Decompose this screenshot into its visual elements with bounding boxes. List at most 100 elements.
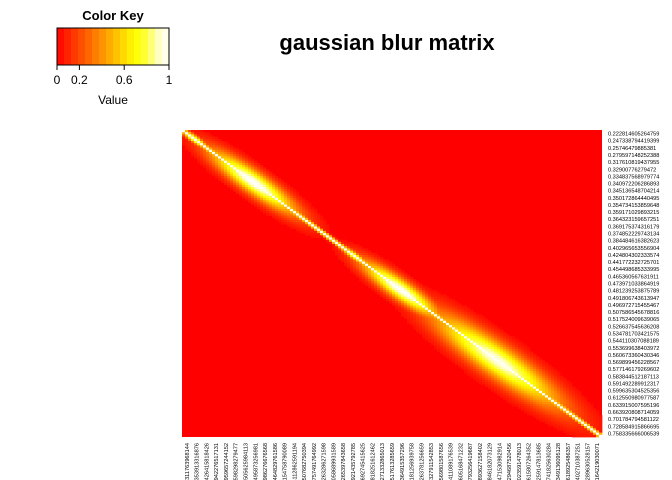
heatmap-cell xyxy=(233,169,237,173)
heatmap-cell xyxy=(587,426,591,429)
heatmap-cell xyxy=(434,292,438,295)
heatmap-cell xyxy=(575,412,579,416)
heatmap-cell xyxy=(254,197,258,201)
heatmap-cell xyxy=(263,195,267,199)
heatmap-cell xyxy=(236,149,240,153)
heatmap-cell xyxy=(218,140,222,144)
heatmap-cell xyxy=(494,333,498,337)
row-label: 0.441772232725701 xyxy=(608,260,659,266)
heatmap-cell xyxy=(467,347,471,350)
heatmap-cell xyxy=(287,211,291,214)
heatmap-cell xyxy=(287,187,291,190)
heatmap-cell xyxy=(536,364,540,368)
heatmap-cell xyxy=(380,265,384,269)
heatmap-cell xyxy=(416,325,420,328)
heatmap-cell xyxy=(464,305,468,308)
heatmap-cell xyxy=(494,377,498,381)
heatmap-cell xyxy=(275,184,279,188)
heatmap-cell xyxy=(284,206,288,210)
heatmap-cell xyxy=(386,268,390,271)
heatmap-cell xyxy=(278,182,282,186)
heatmap-cell xyxy=(536,358,540,361)
heatmap-cell xyxy=(311,228,315,232)
heatmap-cell xyxy=(563,417,567,420)
heatmap-cell xyxy=(548,399,552,403)
heatmap-cell xyxy=(395,276,399,280)
heatmap-cell xyxy=(221,147,225,151)
heatmap-cell xyxy=(596,419,600,422)
heatmap-cell xyxy=(464,316,468,319)
heatmap-cell xyxy=(392,279,396,282)
heatmap-cell xyxy=(392,274,396,278)
heatmap-cell xyxy=(506,353,510,357)
heatmap-cell xyxy=(428,303,432,306)
heatmap-cell xyxy=(281,217,285,221)
row-label: 0.758335666006539 xyxy=(608,431,659,437)
heatmap-cell xyxy=(584,426,588,429)
heatmap-cell xyxy=(251,171,255,175)
heatmap-cell xyxy=(233,187,237,190)
heatmap-cell xyxy=(236,165,240,168)
heatmap-cell xyxy=(473,329,477,333)
heatmap-cell xyxy=(230,145,234,148)
heatmap-cell xyxy=(476,327,480,330)
heatmap-cell xyxy=(404,316,408,319)
heatmap-cell xyxy=(230,169,234,173)
heatmap-cell xyxy=(380,279,384,282)
heatmap-cell xyxy=(581,401,585,405)
heatmap-cell xyxy=(242,160,246,164)
heatmap-cell xyxy=(347,261,351,265)
heatmap-cell xyxy=(278,184,282,188)
heatmap-cell xyxy=(383,272,387,276)
heatmap-cell xyxy=(596,430,600,433)
heatmap-cell xyxy=(470,309,474,313)
color-key-block xyxy=(85,28,93,65)
heatmap-cell xyxy=(281,182,285,186)
heatmap-cell xyxy=(446,331,450,335)
heatmap-cell xyxy=(440,322,444,326)
heatmap-cell xyxy=(494,355,498,359)
heatmap-cell xyxy=(431,314,435,317)
heatmap-cell xyxy=(398,296,402,300)
heatmap-cell xyxy=(518,353,522,357)
heatmap-cell xyxy=(314,219,318,223)
heatmap-cell xyxy=(242,178,246,181)
color-key-tick-label: 1 xyxy=(166,73,173,87)
heatmap-cell xyxy=(425,327,429,330)
heatmap-cell xyxy=(452,353,456,357)
heatmap-cell xyxy=(431,294,435,297)
heatmap-cell xyxy=(464,369,468,372)
heatmap-cell xyxy=(455,318,459,322)
heatmap-cell xyxy=(506,390,510,394)
heatmap-cell xyxy=(227,165,231,168)
heatmap-cell xyxy=(284,197,288,201)
heatmap-cell xyxy=(311,217,315,221)
heatmap-cell xyxy=(500,375,504,379)
heatmap-cell xyxy=(401,285,405,289)
heatmap-cell xyxy=(557,421,561,425)
heatmap-cell xyxy=(488,386,492,390)
heatmap-cell xyxy=(419,301,423,304)
heatmap-cell xyxy=(473,360,477,363)
heatmap-cell xyxy=(416,305,420,308)
heatmap-cell xyxy=(416,322,420,326)
heatmap-cell xyxy=(239,158,243,162)
heatmap-cell xyxy=(401,287,405,291)
heatmap-cell xyxy=(287,222,291,225)
color-key-block xyxy=(113,28,121,65)
heatmap-cell xyxy=(470,344,474,348)
heatmap-cell xyxy=(461,312,465,315)
heatmap-cell xyxy=(584,432,588,436)
heatmap-cell xyxy=(392,265,396,269)
heatmap-cell xyxy=(422,303,426,306)
heatmap-cell xyxy=(401,296,405,300)
heatmap-cell xyxy=(491,336,495,339)
heatmap-cell xyxy=(551,423,555,427)
heatmap-cell xyxy=(224,173,228,177)
heatmap-cell xyxy=(293,206,297,210)
heatmap-cell xyxy=(422,296,426,300)
heatmap-cell xyxy=(488,342,492,346)
heatmap-cell xyxy=(557,382,561,385)
heatmap-cell xyxy=(203,154,207,157)
heatmap-cell xyxy=(368,261,372,265)
